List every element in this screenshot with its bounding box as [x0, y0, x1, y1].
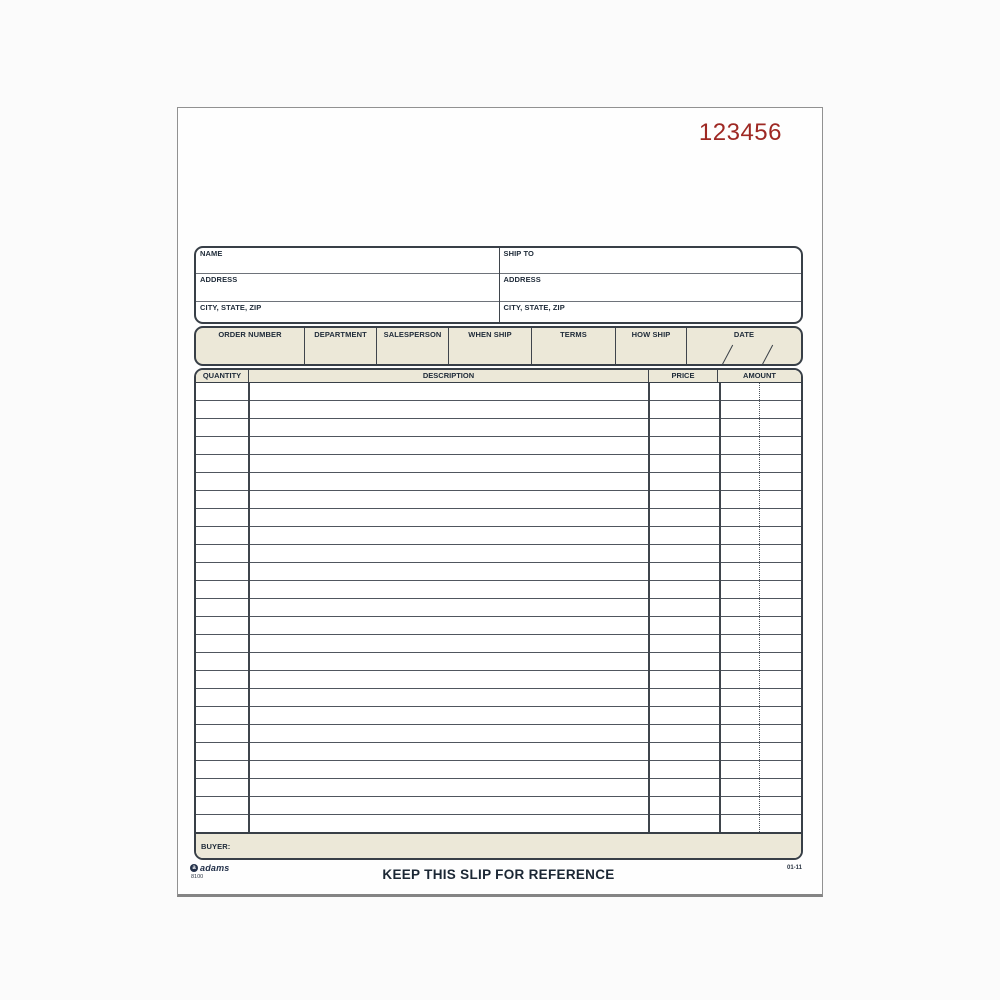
ship-to-field-label: SHIP TO: [503, 249, 534, 258]
table-row: [196, 581, 801, 599]
order-number-cell: ORDER NUMBER: [218, 330, 282, 339]
amount-column-header: AMOUNT: [717, 370, 801, 382]
price-column-divider: [648, 383, 650, 832]
adams-logo-icon: a: [190, 864, 198, 872]
description-column-header: DESCRIPTION: [248, 370, 648, 382]
date-slash-icon: [721, 344, 734, 364]
table-row: [196, 491, 801, 509]
ship-to-column: SHIP TO ADDRESS CITY, STATE, ZIP: [498, 248, 801, 322]
keep-slip-notice: KEEP THIS SLIP FOR REFERENCE: [382, 867, 615, 882]
table-row: [196, 761, 801, 779]
table-row: [196, 401, 801, 419]
table-row: [196, 419, 801, 437]
ship-address-field-label: ADDRESS: [499, 273, 801, 301]
order-form-slip: 123456 NAME ADDRESS CITY, STATE, ZIP SHI…: [177, 107, 823, 897]
table-row: [196, 527, 801, 545]
terms-cell: TERMS: [531, 328, 615, 364]
department-cell: DEPARTMENT: [304, 328, 376, 364]
date-slash-icon: [761, 344, 774, 364]
table-row: [196, 473, 801, 491]
salesperson-cell: SALESPERSON: [376, 328, 448, 364]
table-row: [196, 779, 801, 797]
how-ship-cell: HOW SHIP: [615, 328, 686, 364]
table-row: [196, 383, 801, 401]
table-row: [196, 617, 801, 635]
price-column-header: PRICE: [648, 370, 717, 382]
city-state-zip-field-label: CITY, STATE, ZIP: [196, 301, 499, 322]
ship-city-state-zip-field-label: CITY, STATE, ZIP: [499, 301, 801, 322]
customer-shipto-box: NAME ADDRESS CITY, STATE, ZIP SHIP TO AD…: [194, 246, 803, 324]
brand-block: a adams 8100: [190, 863, 230, 880]
table-row: [196, 725, 801, 743]
buyer-label: BUYER:: [201, 842, 231, 851]
table-row: [196, 653, 801, 671]
quantity-column-header: QUANTITY: [202, 371, 242, 380]
serial-number: 123456: [698, 119, 782, 146]
items-table-header: QUANTITY DESCRIPTION PRICE AMOUNT: [196, 370, 801, 383]
date-cell: DATE: [686, 328, 801, 364]
items-table-body: [196, 383, 801, 832]
when-ship-cell: WHEN SHIP: [448, 328, 531, 364]
table-row: [196, 509, 801, 527]
table-row: [196, 599, 801, 617]
table-row: [196, 689, 801, 707]
cents-dotted-divider: [759, 383, 760, 832]
table-row: [196, 743, 801, 761]
address-field-label: ADDRESS: [196, 273, 499, 301]
bill-to-column: NAME ADDRESS CITY, STATE, ZIP: [196, 248, 499, 322]
buyer-band: BUYER:: [196, 832, 801, 858]
table-row: [196, 455, 801, 473]
brand-name: adams: [200, 863, 230, 873]
table-row: [196, 437, 801, 455]
table-row: [196, 563, 801, 581]
table-row: [196, 797, 801, 815]
table-row: [196, 635, 801, 653]
table-row: [196, 671, 801, 689]
form-number: 8100: [191, 874, 204, 880]
date-cell-label: DATE: [733, 330, 755, 339]
amount-column-divider: [719, 383, 721, 832]
table-row: [196, 707, 801, 725]
items-table: QUANTITY DESCRIPTION PRICE AMOUNT BUYER:: [194, 368, 803, 860]
revision-code: 01-11: [786, 865, 802, 871]
table-row: [196, 545, 801, 563]
quantity-column-divider: [248, 383, 250, 832]
order-info-band: ORDER NUMBER DEPARTMENT SALESPERSON WHEN…: [194, 326, 803, 366]
table-row: [196, 815, 801, 832]
name-field-label: NAME: [200, 249, 223, 258]
